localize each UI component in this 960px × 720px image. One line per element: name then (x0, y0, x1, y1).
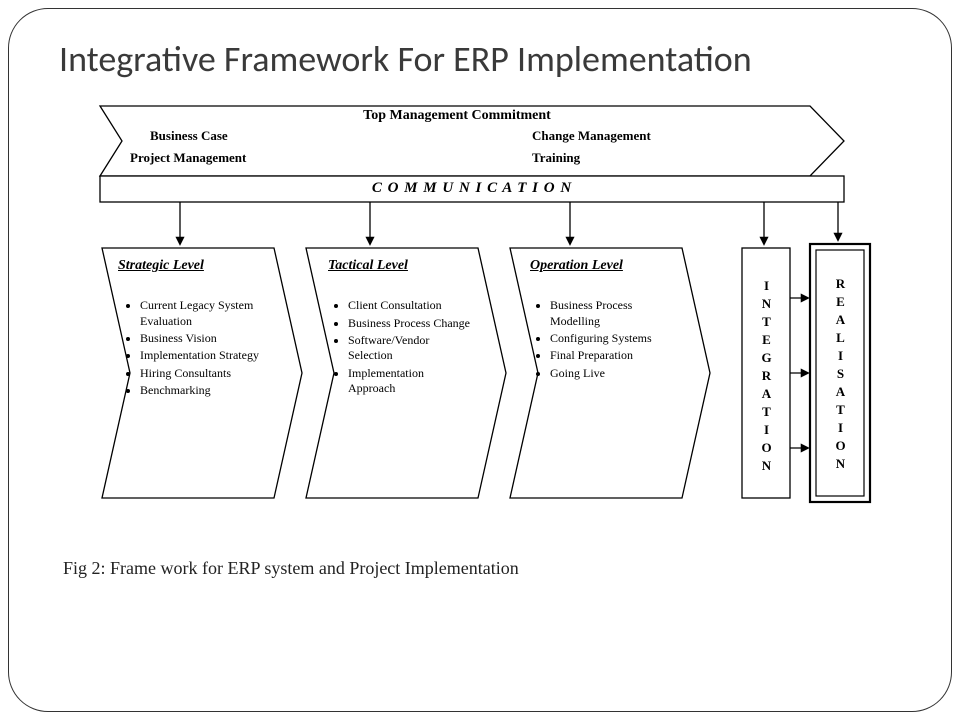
strategic-title: Strategic Level (118, 258, 204, 274)
strategic-item: Business Vision (140, 331, 262, 346)
tactical-items: Client Consultation Business Process Cha… (330, 298, 470, 398)
strategic-item: Implementation Strategy (140, 348, 262, 363)
top-header: Top Management Commitment (70, 108, 844, 124)
top-right1: Change Management (532, 128, 651, 144)
figure-caption: Fig 2: Frame work for ERP system and Pro… (63, 558, 901, 579)
top-left1: Business Case (150, 128, 228, 144)
operation-title: Operation Level (530, 258, 623, 274)
operation-item: Configuring Systems (550, 331, 674, 346)
tactical-item: Implementation Approach (348, 366, 470, 397)
operation-item: Final Preparation (550, 348, 674, 363)
tactical-title: Tactical Level (328, 258, 408, 274)
tactical-item: Business Process Change (348, 316, 470, 331)
strategic-items: Current Legacy System Evaluation Busines… (122, 298, 262, 400)
tactical-item: Software/Vendor Selection (348, 333, 470, 364)
top-right2: Training (532, 150, 580, 166)
operation-item: Going Live (550, 366, 674, 381)
operation-items: Business Process Modelling Configuring S… (532, 298, 674, 383)
strategic-item: Benchmarking (140, 383, 262, 398)
integration-label: INTEGRATION (758, 278, 774, 468)
strategic-item: Current Legacy System Evaluation (140, 298, 262, 329)
slide-frame: Integrative Framework For ERP Implementa… (8, 8, 952, 712)
slide-title: Integrative Framework For ERP Implementa… (59, 39, 901, 80)
strategic-item: Hiring Consultants (140, 366, 262, 381)
operation-item: Business Process Modelling (550, 298, 674, 329)
communication-label: C O M M U N I C A T I O N (100, 180, 844, 197)
realisation-label: REALISATION (832, 276, 848, 471)
top-left2: Project Management (130, 150, 246, 166)
tactical-item: Client Consultation (348, 298, 470, 313)
erp-framework-diagram: Top Management Commitment Business Case … (70, 98, 890, 518)
